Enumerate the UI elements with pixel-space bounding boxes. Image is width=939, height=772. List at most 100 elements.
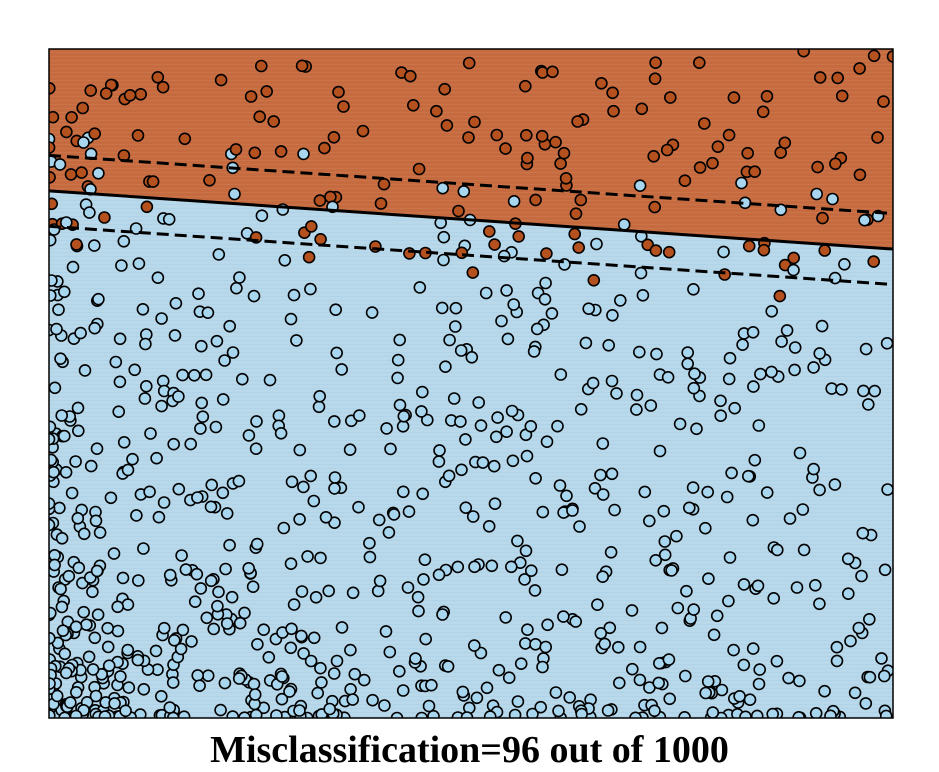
scatter-point-lower-class — [71, 401, 85, 415]
scatter-point-lower-class — [443, 333, 456, 347]
scatter-point-lower-class — [315, 676, 328, 689]
scatter-point-lower-class — [596, 437, 610, 450]
scatter-point-lower-class — [575, 707, 588, 718]
scatter-point-lower-class — [209, 420, 223, 434]
scatter-point-upper-class — [267, 115, 281, 128]
scatter-point-lower-class — [529, 471, 542, 485]
scatter-point-lower-class — [793, 674, 806, 688]
scatter-point-lower-class — [285, 475, 299, 489]
scatter-point-lower-class — [753, 663, 767, 676]
scatter-point-lower-class — [255, 209, 269, 222]
scatter-point-lower-class — [838, 257, 851, 271]
scatter-point-upper-class — [466, 266, 480, 279]
scatter-point-lower-class — [551, 419, 564, 433]
scatter-point-lower-class — [262, 650, 276, 664]
scatter-point-lower-class — [549, 686, 563, 699]
scatter-point-upper-class — [244, 90, 258, 103]
scatter-point-lower-class — [70, 685, 83, 699]
scatter-point-lower-class — [459, 433, 472, 446]
scatter-point-lower-class — [507, 195, 521, 208]
scatter-point-lower-class — [852, 621, 866, 635]
scatter-point-lower-class — [200, 611, 214, 625]
scatter-point-lower-class — [594, 468, 607, 482]
scatter-point-lower-class — [746, 325, 760, 339]
scatter-point-lower-class — [313, 389, 327, 403]
scatter-point-lower-class — [841, 552, 855, 566]
scatter-point-lower-class — [59, 465, 73, 479]
scatter-point-lower-class — [122, 681, 136, 694]
scatter-point-lower-class — [287, 288, 301, 302]
scatter-point-lower-class — [155, 689, 168, 703]
scatter-point-lower-class — [880, 337, 893, 350]
scatter-point-lower-class — [858, 213, 871, 227]
scatter-point-upper-class — [595, 77, 608, 90]
scatter-point-lower-class — [470, 691, 484, 705]
scatter-point-lower-class — [653, 444, 667, 458]
scatter-point-lower-class — [293, 443, 307, 457]
scatter-point-lower-class — [211, 599, 224, 613]
scatter-point-lower-class — [480, 681, 494, 695]
scatter-point-lower-class — [304, 282, 317, 296]
scatter-point-lower-class — [511, 534, 524, 548]
scatter-point-upper-class — [572, 241, 586, 254]
scatter-point-lower-class — [77, 605, 90, 619]
scatter-point-upper-class — [722, 128, 736, 142]
scatter-point-lower-class — [411, 590, 425, 604]
scatter-point-lower-class — [392, 664, 406, 678]
scatter-point-lower-class — [328, 482, 341, 495]
scatter-point-upper-class — [816, 211, 829, 225]
scatter-point-upper-class — [99, 87, 113, 100]
scatter-point-lower-class — [309, 590, 323, 604]
scatter-point-lower-class — [586, 376, 600, 390]
scatter-point-upper-class — [302, 250, 316, 264]
scatter-point-upper-class — [64, 168, 78, 181]
scatter-point-lower-class — [727, 643, 740, 657]
scatter-point-lower-class — [205, 478, 218, 492]
scatter-point-lower-class — [69, 455, 82, 468]
scatter-point-lower-class — [216, 393, 230, 406]
scatter-point-lower-class — [788, 363, 801, 377]
scatter-point-lower-class — [393, 398, 407, 412]
scatter-point-upper-class — [156, 80, 170, 94]
scatter-point-lower-class — [55, 600, 69, 614]
scatter-point-lower-class — [62, 569, 76, 583]
scatter-point-lower-class — [582, 302, 596, 316]
scatter-point-lower-class — [673, 417, 687, 431]
scatter-point-lower-class — [277, 521, 291, 535]
scatter-point-lower-class — [304, 469, 318, 483]
scatter-point-lower-class — [540, 435, 554, 449]
scatter-point-upper-class — [253, 110, 267, 123]
scatter-point-lower-class — [132, 574, 145, 587]
scatter-point-lower-class — [172, 390, 185, 403]
scatter-point-lower-class — [665, 564, 678, 577]
scatter-point-lower-class — [111, 600, 124, 614]
scatter-point-upper-class — [468, 115, 481, 129]
scatter-point-lower-class — [233, 616, 247, 630]
scatter-point-lower-class — [524, 419, 538, 433]
scatter-point-lower-class — [195, 339, 208, 353]
scatter-point-lower-class — [813, 347, 827, 360]
scatter-point-lower-class — [747, 380, 760, 393]
scatter-point-lower-class — [737, 578, 751, 591]
scatter-point-upper-class — [718, 268, 732, 281]
scatter-point-upper-class — [871, 131, 884, 144]
scatter-point-lower-class — [69, 709, 83, 718]
scatter-point-lower-class — [601, 704, 615, 717]
scatter-point-lower-class — [119, 704, 132, 718]
scatter-point-lower-class — [612, 676, 626, 690]
scatter-point-lower-class — [596, 488, 610, 501]
scatter-point-upper-class — [482, 225, 496, 238]
scatter-point-lower-class — [393, 333, 407, 347]
scatter-point-lower-class — [723, 551, 737, 564]
scatter-point-upper-class — [403, 247, 416, 260]
scatter-point-lower-class — [372, 513, 386, 527]
scatter-point-lower-class — [687, 381, 701, 395]
scatter-point-lower-class — [80, 618, 93, 632]
scatter-point-lower-class — [524, 564, 538, 578]
scatter-point-upper-class — [647, 150, 661, 163]
scatter-point-lower-class — [754, 367, 767, 381]
scatter-point-upper-class — [248, 146, 262, 160]
scatter-point-lower-class — [485, 559, 499, 573]
scatter-point-upper-class — [660, 143, 674, 157]
